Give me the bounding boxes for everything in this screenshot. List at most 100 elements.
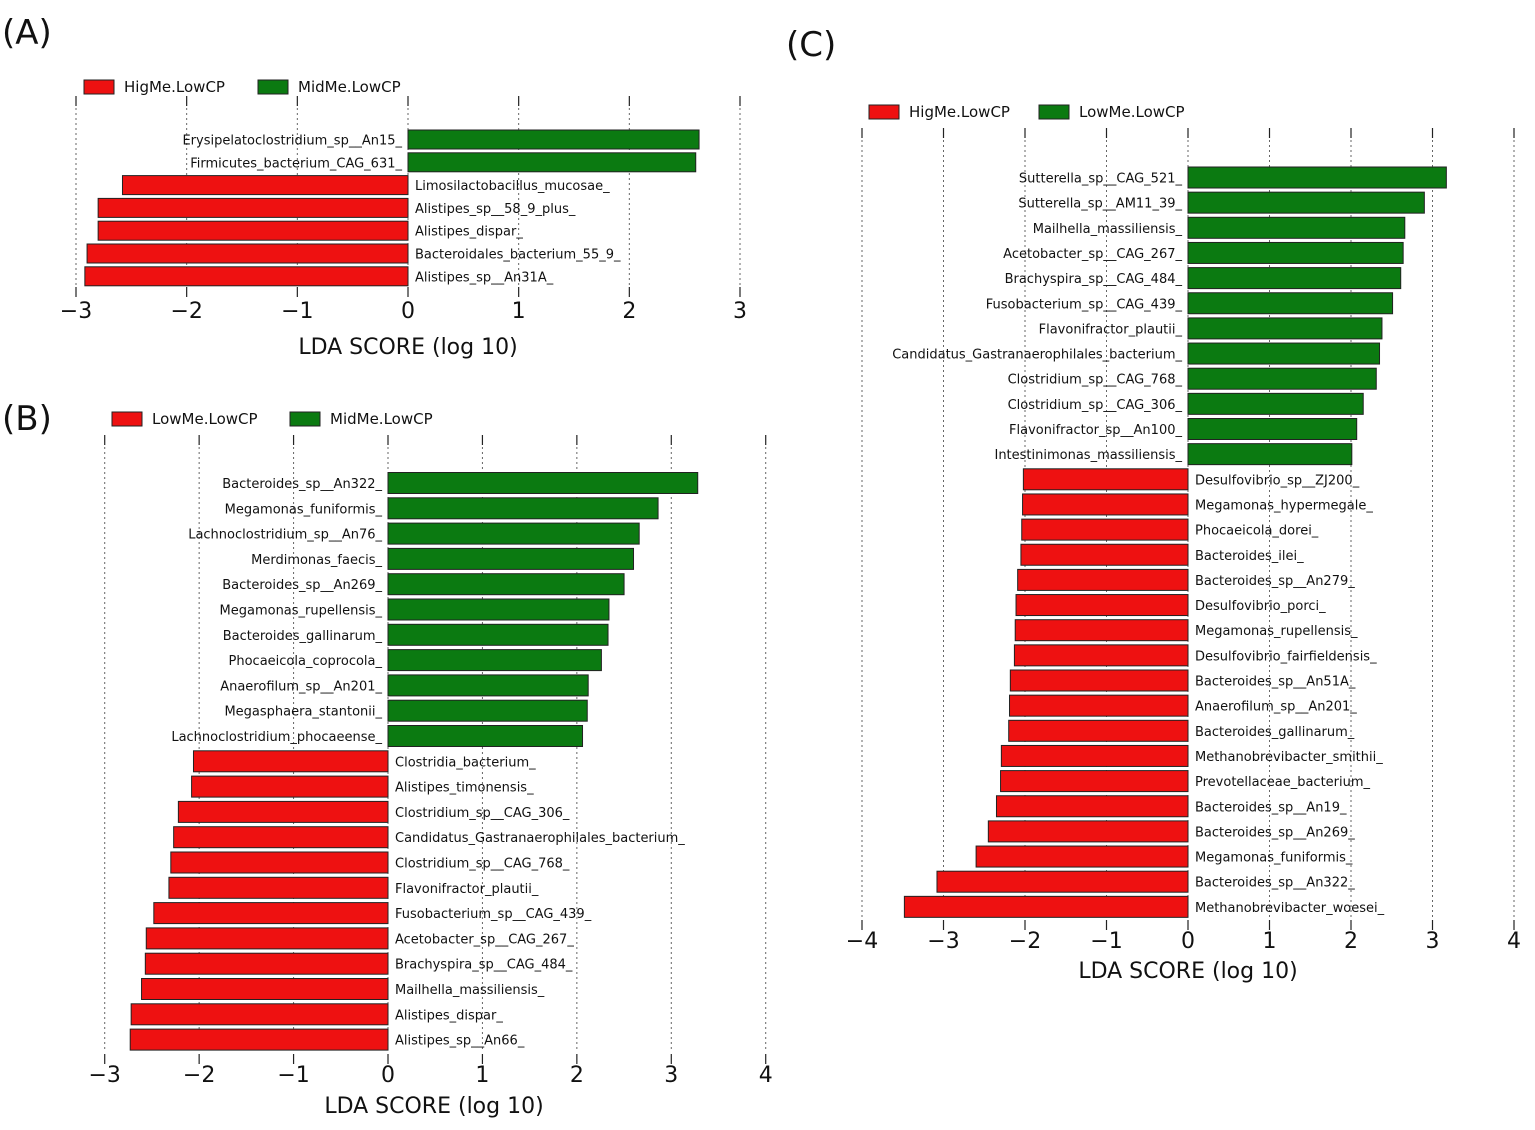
panel-b-bar-label: Brachyspira_sp__CAG_484_	[395, 958, 573, 973]
panel-b-bar	[387, 725, 584, 747]
panel-b-bar-label: Fusobacterium_sp__CAG_439_	[395, 907, 592, 922]
panel-c-bar	[1022, 493, 1189, 516]
panel-b-bar	[192, 750, 389, 773]
panel-a-tick-label: −1	[281, 299, 313, 324]
panel-b-bar	[387, 522, 640, 545]
panel-c-bar	[1000, 744, 1189, 767]
panel-c-bar	[1014, 619, 1189, 642]
panel-b-legend-label-green: MidMe.LowCP	[330, 410, 433, 428]
panel-a-bar	[407, 129, 700, 150]
panel-b-chart: (B) LowMe.LowCP MidMe.LowCP −3 −2 −1 0 1 2 3 4 LDA …	[2, 399, 773, 1119]
panel-b-bar	[387, 547, 635, 570]
panel-c-tick-label: −4	[846, 929, 878, 954]
panel-b-bar	[170, 851, 389, 874]
panel-c-bar	[1187, 216, 1406, 239]
panel-c-bar-label: Acetobacter_sp__CAG_267_	[1003, 247, 1182, 262]
panel-c-bar-label: Megamonas_rupellensis_	[1195, 624, 1358, 639]
panel-b-bar-label: Clostridium_sp__CAG_768_	[395, 857, 570, 872]
panel-b-bar	[387, 472, 699, 494]
panel-b-bar	[129, 1028, 389, 1051]
panel-c-bar-label: Flavonifractor_sp__An100_	[1009, 423, 1182, 438]
panel-b-bar	[387, 573, 625, 596]
panel-c-bar-label: Clostridium_sp__CAG_768_	[1008, 373, 1183, 388]
panel-c-bar	[1000, 770, 1189, 793]
panel-b-bar	[191, 775, 389, 798]
panel-c-bar-label: Megamonas_hypermegale_	[1195, 498, 1373, 513]
panel-b-bar-label: Bacteroides_gallinarum_	[223, 629, 383, 644]
panel-c-bar	[1022, 468, 1189, 491]
panel-c-bar	[1187, 241, 1404, 264]
panel-b-bar-label: Bacteroides_sp__An269_	[222, 578, 382, 593]
panel-b-bar-label: Acetobacter_sp__CAG_267_	[395, 932, 574, 947]
panel-a-tick-label: −3	[60, 299, 92, 324]
panel-c-bar	[903, 895, 1189, 918]
panel-a-bar-label: Alistipes_dispar_	[415, 225, 523, 240]
panel-c-bar	[936, 870, 1189, 893]
panel-c-bar	[1015, 594, 1189, 617]
panel-c-bar	[1008, 719, 1189, 742]
panel-a-chart: (A) HigMe.LowCP MidMe.LowCP −3 −2 −1 0 1 2 3 LDA S…	[2, 13, 747, 360]
panel-c-bar-label: Bacteroides_sp__An269_	[1195, 825, 1355, 840]
panel-c-chart: (C) HigMe.LowCP LowMe.LowCP −4 −3 −2 −1 0 1 2 3 4 LD…	[786, 25, 1521, 984]
panel-a-tick-label: 2	[622, 299, 636, 324]
panel-b-tick-label: −2	[183, 1063, 215, 1088]
panel-a-label: (A)	[2, 13, 52, 53]
panel-c-bar-label: Anaerofilum_sp__An201_	[1195, 700, 1357, 715]
panel-c-bar	[1009, 669, 1189, 692]
panel-c-tick-label: −1	[1090, 929, 1122, 954]
panel-c-bar-label: Sutterella_sp__AM11_39_	[1018, 197, 1182, 212]
panel-c-bar-label: Mailhella_massiliensis_	[1033, 222, 1183, 237]
panel-c-bar-label: Bacteroides_ilei_	[1195, 549, 1304, 564]
panel-c-bar	[1187, 292, 1394, 315]
panel-a-bar	[84, 266, 409, 287]
panel-b-bar-label: Flavonifractor_plautii_	[395, 882, 539, 897]
panel-b-legend-label-red: LowMe.LowCP	[152, 410, 258, 428]
panel-b-bar	[387, 497, 659, 520]
panel-c-bar-label: Bacteroides_sp__An19_	[1195, 800, 1347, 815]
panel-c-bar	[1013, 644, 1189, 667]
panel-b-tick-label: 4	[759, 1063, 773, 1088]
panel-c-bar-label: Methanobrevibacter_smithii_	[1195, 750, 1383, 765]
panel-c-bar-label: Phocaeicola_dorei_	[1195, 524, 1319, 539]
panel-c-bar-label: Intestinimonas_massiliensis_	[994, 448, 1182, 463]
panel-a-axis-title: LDA SCORE (log 10)	[298, 335, 517, 360]
panel-a-bar-label: Alistipes_sp__58_9_plus_	[415, 202, 576, 217]
panel-c-bar	[1187, 191, 1425, 214]
panel-c-bar-label: Megamonas_funiformis_	[1195, 851, 1353, 866]
panel-c-bar-label: Desulfovibrio_fairfieldensis_	[1195, 649, 1377, 664]
panel-a-bar	[86, 243, 409, 264]
panel-c-bar	[1187, 166, 1447, 189]
panel-b-bar-label: Lachnoclostridium_phocaeense_	[171, 730, 382, 745]
panel-b-bar-label: Anaerofilum_sp__An201_	[220, 679, 382, 694]
panel-c-tick-label: 1	[1263, 929, 1277, 954]
panel-c-bar-label: Bacteroides_sp__An51A_	[1195, 675, 1356, 690]
panel-b-bar	[173, 826, 389, 849]
panel-b-bar-label: Lachnoclostridium_sp__An76_	[188, 528, 382, 543]
panel-c-legend-label-green: LowMe.LowCP	[1079, 103, 1185, 121]
panel-c-tick-label: −2	[1009, 929, 1041, 954]
panel-b-bar-label: Candidatus_Gastranaerophilales_bacterium…	[395, 831, 685, 846]
panel-b-bar-label: Alistipes_timonensis_	[395, 781, 534, 796]
panel-b-bar	[130, 1003, 389, 1026]
panel-c-bar	[1187, 367, 1377, 390]
panel-c-bar-label: Bacteroides_gallinarum_	[1195, 725, 1355, 740]
panel-c-bar	[1187, 418, 1358, 440]
panel-c-bar	[987, 820, 1189, 843]
panel-b-bar	[387, 598, 610, 621]
panel-a-tick-label: 3	[733, 299, 747, 324]
panel-c-bar	[1009, 694, 1189, 717]
panel-a-tick-label: −2	[170, 299, 202, 324]
panel-c-tick-label: 4	[1507, 929, 1521, 954]
panel-a-bar-label: Limosilactobacillus_mucosae_	[415, 179, 610, 194]
panel-b-bar	[141, 978, 389, 1000]
panel-b-bar	[387, 649, 602, 672]
panel-b-tick-label: 0	[381, 1063, 395, 1088]
panel-c-bar-label: Fusobacterium_sp__CAG_439_	[986, 297, 1183, 312]
panel-c-bar-label: Flavonifractor_plautii_	[1039, 322, 1183, 337]
panel-c-tick-label: 2	[1344, 929, 1358, 954]
panel-a-legend-swatch-red	[83, 79, 115, 95]
panel-b-tick-label: −3	[88, 1063, 120, 1088]
panel-a-tick-label: 1	[512, 299, 526, 324]
panel-c-legend-swatch-red	[868, 104, 900, 120]
panel-c-bar	[975, 845, 1189, 868]
